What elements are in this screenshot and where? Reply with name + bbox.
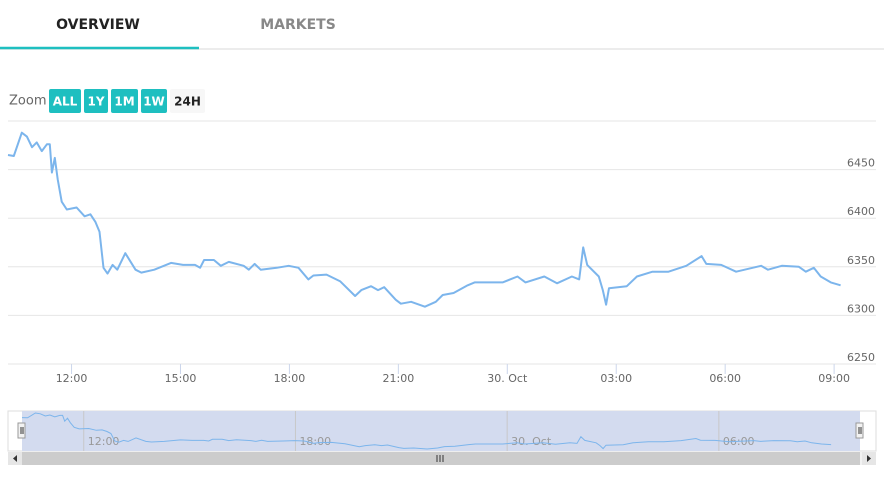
tab[interactable]: OVERVIEW [56,17,140,33]
navigator-line [21,412,832,450]
zoom-button-label: 1W [143,95,165,109]
navigator-tick-label: 18:00 [299,435,331,448]
y-tick-label: 6300 [847,302,875,315]
y-tick-label: 6250 [847,351,875,364]
zoom-button-label: ALL [53,95,78,109]
x-tick-label: 21:00 [383,372,415,385]
x-tick-label: 30. Oct [487,372,528,385]
grid: 6250 6300 6350 6400 6450 12:00 15:00 18:00 21:00… [8,157,876,385]
x-tick-label: 09:00 [818,372,850,385]
y-tick-label: 6400 [847,205,875,218]
zoom-button-label: 1Y [87,95,104,109]
navigator: 12:00 18:00 30. Oct 06:00 [7,410,877,452]
y-tick-label: 6350 [847,254,875,267]
zoom-button-label: 1M [114,95,134,109]
price-line [7,131,841,308]
arrow-left [13,455,17,462]
x-tick-label: 06:00 [709,372,741,385]
handle-grip [858,427,862,434]
zoom-button-label: 24H [174,95,201,109]
zoom-button[interactable] [170,89,205,113]
scrollbar [8,452,876,465]
scrollbar-grip [436,455,444,462]
x-tick-label: 03:00 [600,372,632,385]
navigator-selection[interactable] [22,411,860,451]
zoom-buttons: ALL 1Y 1M 1W 24H [49,89,205,113]
handle-grip [20,427,24,434]
navigator-tick-label: 12:00 [88,435,120,448]
navigator-tick-label: 30. Oct [511,435,552,448]
zoom-button[interactable] [141,89,167,113]
arrow-right [867,455,871,462]
x-tick-label: 12:00 [56,372,88,385]
scrollbar-thumb[interactable] [22,452,860,465]
zoom-button[interactable] [49,89,81,113]
y-tick-label: 6450 [847,157,875,170]
zoom-button[interactable] [111,89,138,113]
x-tick-label: 18:00 [274,372,306,385]
tab[interactable]: MARKETS [260,17,336,33]
zoom-label: Zoom [9,94,46,109]
zoom-button[interactable] [84,89,108,113]
plot [7,131,841,308]
x-tick-label: 15:00 [165,372,197,385]
